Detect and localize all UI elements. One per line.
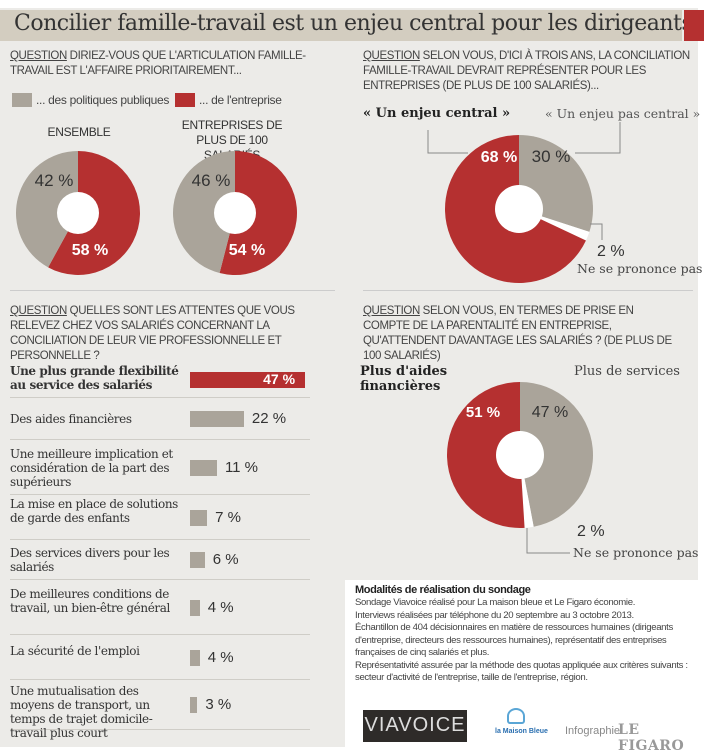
pie3-hole [495, 185, 543, 233]
bar-value: 47 % [263, 371, 296, 387]
question-tag: QUESTION [10, 305, 67, 317]
method-line: Représentativité assurée par la méthode … [355, 659, 688, 684]
question-text: QUELLES SONT LES ATTENTES QUE VOUS RELEV… [10, 305, 295, 362]
bar-value: 7 % [215, 508, 241, 526]
pie5-hole [496, 431, 544, 479]
question-tag: QUESTION [10, 50, 67, 62]
question-text: SELON VOUS, D'ICI À TROIS ANS, LA CONCIL… [363, 50, 690, 92]
bar [190, 649, 200, 666]
label-nsp-b: Ne se prononce pas [573, 545, 699, 560]
leader-line [526, 528, 570, 554]
bar-row: Une meilleure implication et considérati… [10, 440, 310, 495]
bar-value: 4 % [207, 598, 234, 616]
label-nsp: Ne se prononce pas [577, 261, 703, 276]
bar-label: Des services divers pour les salariés [10, 546, 170, 574]
label-2pct-b: 2 % [577, 523, 605, 540]
method-line: Sondage Viavoice réalisé pour La maison … [355, 597, 636, 608]
q2-question: QUESTION SELON VOUS, D'ICI À TROIS ANS, … [363, 49, 693, 94]
slice-label: 30 % [532, 147, 571, 166]
label-services: Plus de services [574, 364, 680, 379]
page-title: Concilier famille-travail est un enjeu c… [14, 11, 693, 36]
slice-label: 54 % [229, 242, 265, 259]
label-financial-aid: Plus d'aides financières [360, 364, 448, 394]
donut1-hole [57, 192, 99, 234]
slice-label: 47 % [532, 404, 568, 421]
legend-company: ... de l'entreprise [199, 93, 282, 107]
credit: Infographie [565, 725, 621, 737]
corner-tab [684, 10, 704, 41]
title-bar [0, 10, 682, 41]
bar-value: 11 % [224, 458, 259, 476]
leader-line [427, 130, 468, 154]
house-icon [507, 708, 525, 724]
bar-row: La mise en place de solutions de garde d… [10, 495, 310, 540]
bar-label: Des aides financières [10, 412, 132, 426]
bar [190, 552, 205, 568]
bar-row: Des aides financières 22 % [10, 398, 310, 440]
label-central: « Un enjeu central » [363, 106, 511, 121]
bar-value: 22 % [251, 410, 287, 427]
bar-label: Une meilleure implication et considérati… [10, 446, 173, 489]
divider [363, 290, 693, 291]
divider [10, 290, 335, 291]
figaro-logo: LE FIGARO [618, 722, 685, 754]
slice-label: 58 % [72, 242, 108, 259]
question-tag: QUESTION [363, 305, 420, 317]
donut1-title: ENSEMBLE [47, 125, 111, 139]
legend-swatch-gray [12, 93, 32, 107]
bar-row: Des services divers pour les salariés 6 % [10, 540, 310, 580]
slice-label: 42 % [35, 171, 74, 190]
bar [190, 697, 198, 713]
pie5-slice [520, 382, 593, 527]
bar-value: 3 % [205, 696, 232, 713]
donut2-hole [214, 192, 256, 234]
label-2pct: 2 % [597, 243, 625, 260]
legend-swatch-red [175, 93, 195, 107]
bar-row: La sécurité de l'emploi 4 % [10, 635, 310, 680]
bar-row: De meilleures conditions de travail, un … [10, 580, 310, 635]
method-title: Modalités de réalisation du sondage [355, 584, 531, 596]
label-not-central: « Un enjeu pas central » [545, 106, 701, 121]
leader-line [590, 223, 603, 240]
bar-value: 6 % [212, 551, 239, 568]
method-line: Échantillon de 404 décisionnaires en mat… [355, 622, 673, 658]
method-line: Interviews réalisées par téléphone du 20… [355, 609, 634, 621]
methodology-box: Modalités de réalisation du sondage Sond… [345, 580, 700, 754]
bar [190, 599, 200, 616]
bar-label: Une mutualisation des moyens de transpor… [10, 684, 153, 740]
bar [190, 411, 244, 427]
bar [190, 459, 217, 476]
question-text: SELON VOUS, EN TERMES DE PRISE EN COMPTE… [363, 305, 672, 362]
leader-line [575, 122, 621, 154]
question-text: DIRIEZ-VOUS QUE L'ARTICULATION FAMILLE-T… [10, 50, 306, 77]
bar-label: La mise en place de solutions de garde d… [10, 497, 178, 525]
bar-value: 4 % [207, 648, 234, 666]
slice-label: 46 % [192, 171, 231, 190]
q1-question: QUESTION DIRIEZ-VOUS QUE L'ARTICULATION … [10, 49, 330, 79]
bar [190, 509, 208, 526]
slice-label: 51 % [466, 404, 500, 421]
bar-label: De meilleures conditions de travail, un … [10, 586, 170, 615]
donut2-slice [172, 151, 235, 274]
bar-row: Une mutualisation des moyens de transpor… [10, 680, 310, 740]
viavoice-logo: VIAVOICE [363, 710, 467, 742]
q4-question: QUESTION SELON VOUS, EN TERMES DE PRISE … [363, 304, 683, 364]
donut1-slice [15, 151, 78, 268]
legend-public: ... des politiques publiques [36, 93, 170, 107]
maison-bleue-logo: la Maison Bleue [495, 728, 548, 735]
bar-label: La sécurité de l'emploi [10, 643, 140, 658]
bar-label: Une plus grande flexibilité au service d… [10, 364, 179, 392]
donut2-slice [219, 151, 297, 275]
q3-question: QUESTION QUELLES SONT LES ATTENTES QUE V… [10, 304, 340, 364]
bar [190, 372, 306, 388]
bar-row: Une plus grande flexibilité au service d… [10, 362, 310, 398]
question-tag: QUESTION [363, 50, 420, 62]
pie5-slice [447, 382, 525, 528]
slice-label: 68 % [481, 149, 517, 166]
